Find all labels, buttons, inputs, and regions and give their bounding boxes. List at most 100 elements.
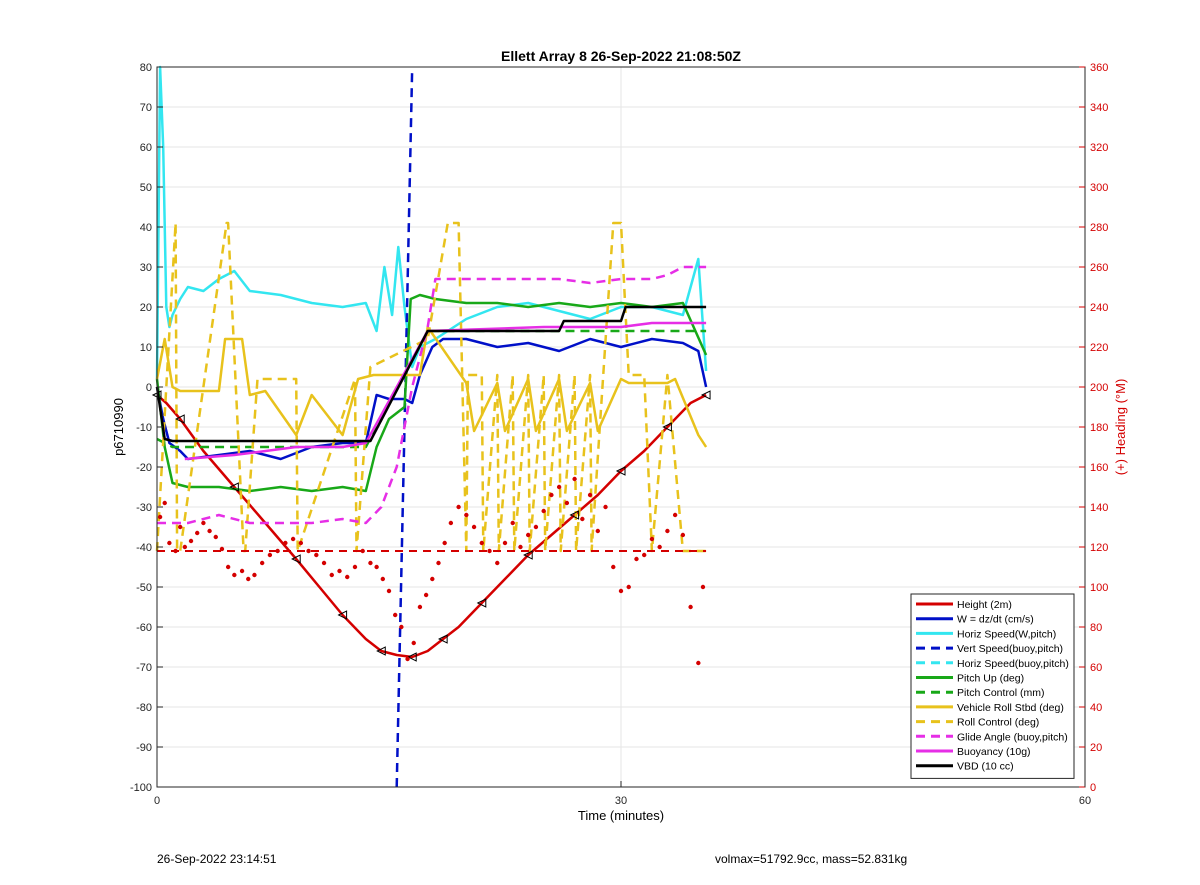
x-tick-label: 0 [154, 795, 160, 807]
heading-point [167, 540, 172, 546]
y-tick-label: 80 [140, 62, 152, 74]
heading-point [225, 564, 231, 570]
y-right-tick-label: 100 [1090, 582, 1108, 594]
heading-point [700, 584, 706, 590]
y-tick-label: -60 [136, 622, 152, 634]
height-marker [376, 646, 386, 656]
legend-label-buoyancy-10g: Buoyancy (10g) [957, 746, 1031, 758]
heading-point [195, 530, 200, 536]
height-marker [569, 510, 580, 520]
y-axis-label: p6710990 [111, 398, 126, 456]
heading-point [618, 588, 624, 594]
heading-point [259, 560, 265, 566]
heading-point [665, 528, 670, 534]
y-tick-label: 70 [140, 102, 152, 114]
y-right-tick-label: 220 [1090, 342, 1108, 354]
y-right-tick-label: 200 [1090, 382, 1108, 394]
heading-point [587, 492, 593, 498]
heading-point [219, 546, 225, 552]
x-tick-label: 60 [1079, 795, 1091, 807]
heading-point [479, 540, 484, 546]
heading-point [321, 560, 327, 566]
footer-timestamp: 26-Sep-2022 23:14:51 [157, 852, 277, 866]
y-right-tick-label: 0 [1090, 782, 1096, 794]
height-marker [175, 414, 185, 424]
series-height-2m [156, 393, 707, 659]
heading-point [471, 524, 477, 530]
heading-point [448, 520, 454, 526]
height-marker [229, 482, 239, 492]
y-right-tick-label: 60 [1090, 662, 1102, 674]
height-marker [291, 554, 301, 564]
y-right-tick-label: 320 [1090, 142, 1108, 154]
heading-point [188, 538, 194, 544]
heading-point [392, 612, 398, 618]
chart-title: Ellett Array 8 26-Sep-2022 21:08:50Z [501, 48, 741, 64]
x-axis-label: Time (minutes) [578, 808, 664, 823]
heading-point [207, 528, 212, 534]
series-vbd-10-cc [155, 305, 707, 443]
legend-label-horiz-speed-w-pitch: Horiz Speed(W,pitch) [957, 628, 1056, 640]
y-right-tick-label: 120 [1090, 542, 1108, 554]
x-tick-label: 30 [615, 795, 627, 807]
height-marker [407, 652, 417, 662]
heading-point [246, 576, 251, 582]
legend-label-vert-speed-buoy-pitch: Vert Speed(buoy,pitch) [957, 643, 1063, 655]
legend-label-vehicle-roll-stbd-deg: Vehicle Roll Stbd (deg) [957, 702, 1064, 714]
heading-point [572, 476, 577, 482]
height-marker [438, 634, 448, 644]
y-tick-label: 20 [140, 302, 152, 314]
heading-point [580, 516, 585, 522]
series-glide-angle-buoy-pitch [157, 265, 707, 525]
legend: Height (2m) W = dz/dt (cm/s) Horiz Speed(W… [910, 593, 1075, 779]
heading-point [464, 512, 469, 518]
heading-point [182, 544, 188, 550]
heading-point [399, 624, 404, 630]
heading-point [337, 568, 342, 574]
heading-point [360, 548, 365, 554]
series-vehicle-roll-stbd-deg [155, 325, 708, 448]
y-right-tick-label: 340 [1090, 102, 1108, 114]
heading-point [405, 656, 410, 662]
series-pitch-up-deg [155, 293, 708, 493]
heading-point [541, 508, 546, 514]
y-tick-label: -80 [136, 702, 152, 714]
heading-point [173, 548, 178, 554]
y-tick-label: 40 [140, 222, 152, 234]
heading-point [533, 524, 539, 530]
height-marker [337, 610, 348, 620]
heading-point [368, 560, 373, 566]
legend-box [910, 593, 1075, 779]
height-marker [700, 390, 711, 400]
heading-point [157, 514, 163, 520]
heading-point [495, 560, 500, 566]
heading-point [329, 572, 334, 578]
heading-point [374, 564, 379, 570]
heading-point [345, 574, 350, 580]
y-tick-label: -100 [130, 782, 152, 794]
height-marker [523, 550, 533, 560]
heading-point [411, 640, 416, 646]
heading-point [634, 556, 639, 562]
heading-point [642, 552, 647, 558]
y-right-tick-label: 140 [1090, 502, 1108, 514]
heading-point [696, 660, 701, 666]
heading-point [556, 484, 562, 490]
heading-point [487, 548, 492, 554]
heading-point [178, 524, 183, 530]
heading-point [352, 564, 358, 570]
y-tick-label: -70 [136, 662, 152, 674]
heading-point [417, 604, 423, 610]
legend-label-height-2m: Height (2m) [957, 599, 1012, 611]
y-tick-label: -30 [136, 502, 152, 514]
y-tick-label: 10 [140, 342, 152, 354]
height-marker [476, 598, 487, 608]
heading-point [688, 604, 693, 610]
legend-label-glide-angle-buoy-pitch: Glide Angle (buoy,pitch) [957, 731, 1068, 743]
heading-point [456, 504, 461, 510]
legend-label-roll-control-deg: Roll Control (deg) [957, 717, 1039, 729]
heading-point [267, 552, 273, 558]
heading-point [436, 560, 441, 566]
legend-label-horiz-speed-buoy-pitch: Horiz Speed(buoy,pitch) [957, 658, 1069, 670]
legend-label-pitch-control-mm: Pitch Control (mm) [957, 687, 1045, 699]
